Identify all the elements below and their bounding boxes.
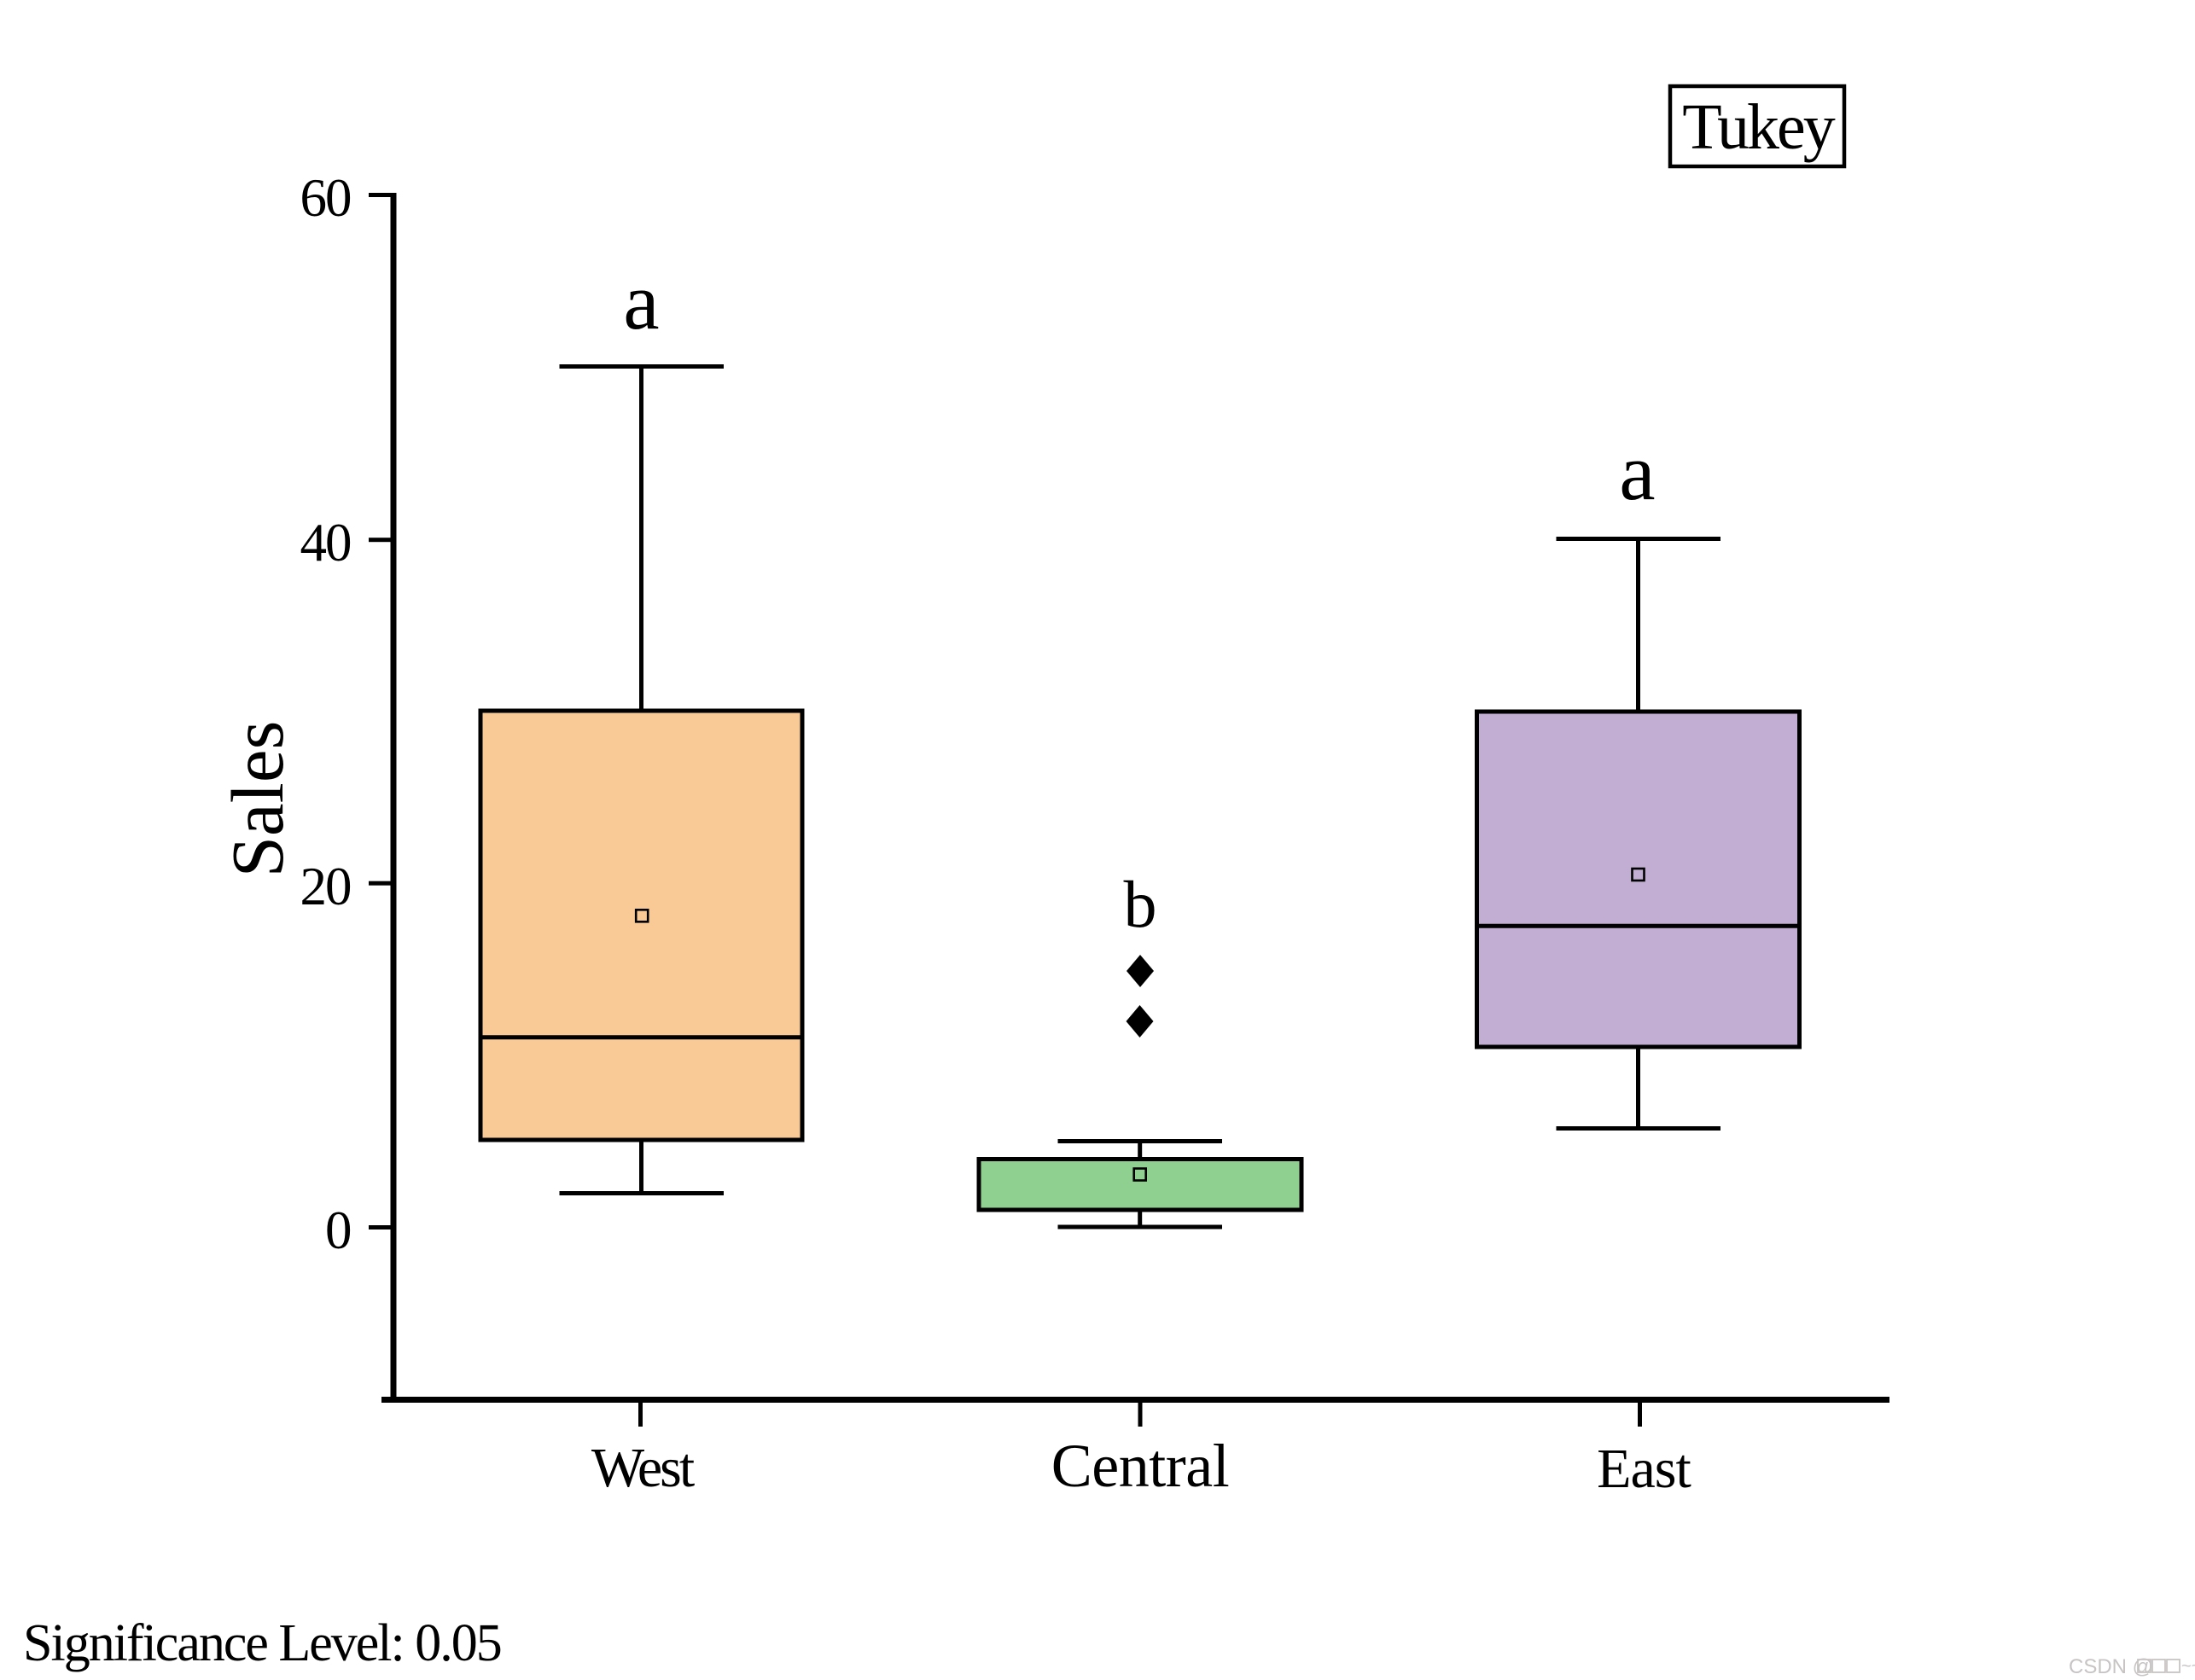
- svg-text:Tukey: Tukey: [1682, 91, 1835, 163]
- svg-text:0: 0: [325, 1200, 351, 1260]
- svg-text:Significance Level: 0.05: Significance Level: 0.05: [23, 1614, 501, 1672]
- svg-text:Central: Central: [1051, 1432, 1229, 1500]
- svg-text:West: West: [591, 1437, 695, 1499]
- svg-text:20: 20: [300, 857, 352, 916]
- svg-text:40: 40: [300, 513, 352, 573]
- svg-text:a: a: [1619, 427, 1655, 517]
- svg-text:CSDN @: CSDN @: [2069, 1655, 2153, 1678]
- svg-text:Sales: Sales: [216, 721, 299, 878]
- svg-text:East: East: [1597, 1438, 1691, 1500]
- svg-text:60: 60: [300, 168, 352, 228]
- svg-text:a: a: [623, 256, 659, 346]
- svg-text:b: b: [1124, 867, 1157, 941]
- svg-text:~~: ~~: [2181, 1657, 2195, 1676]
